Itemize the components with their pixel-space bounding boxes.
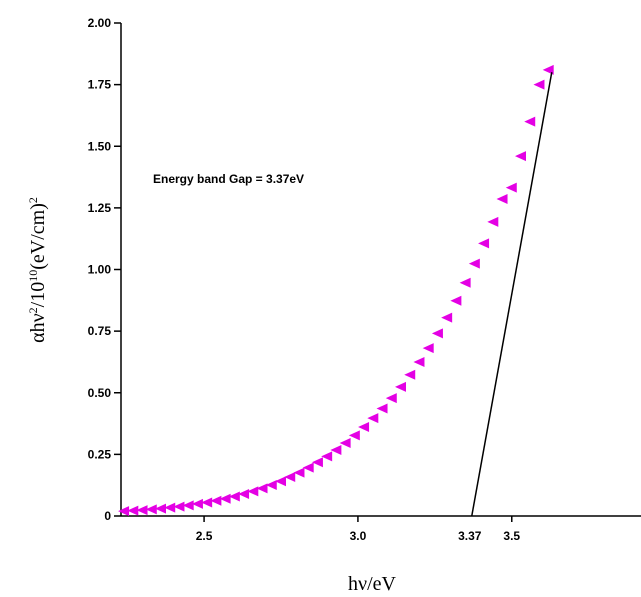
y-tick-label: 1.75 — [88, 78, 112, 92]
y-axis-title-tail: (eV/cm) — [27, 203, 49, 270]
x-tick-label: 2.5 — [196, 529, 213, 543]
data-point — [339, 438, 351, 449]
data-point — [311, 457, 323, 468]
band-gap-annotation: Energy band Gap = 3.37eV — [153, 172, 304, 186]
y-tick-label: 0 — [104, 509, 111, 523]
data-point — [385, 393, 397, 404]
data-point — [247, 486, 259, 497]
data-point — [265, 479, 277, 490]
y-axis-title-base: αhν — [27, 313, 49, 343]
y-tick-label: 0.25 — [88, 447, 112, 461]
x-tick-label: 3.5 — [503, 529, 520, 543]
data-point — [431, 328, 443, 339]
data-point — [348, 430, 360, 441]
data-point — [459, 277, 471, 288]
band-gap-tick-label: 3.37 — [458, 529, 482, 543]
data-point — [515, 151, 526, 162]
data-point — [238, 489, 250, 500]
data-point — [155, 503, 166, 514]
data-point — [468, 258, 480, 269]
data-point — [145, 504, 157, 515]
data-point — [173, 501, 185, 512]
data-point — [404, 369, 416, 380]
data-point — [358, 422, 370, 433]
y-axis-title-sup3: 2 — [26, 197, 40, 203]
data-point — [367, 413, 379, 424]
data-point — [441, 312, 453, 323]
data-point — [182, 500, 194, 511]
y-axis-title-mid: /10 — [27, 282, 49, 308]
data-point — [395, 381, 406, 392]
data-point — [210, 495, 222, 506]
data-point — [524, 116, 536, 127]
data-point — [219, 493, 231, 504]
data-point — [542, 64, 554, 75]
data-point — [201, 497, 213, 508]
data-point — [376, 403, 388, 414]
data-point — [302, 462, 314, 473]
data-point — [478, 238, 490, 249]
x-axis-title: hν/eV — [348, 573, 396, 595]
data-point — [330, 444, 342, 455]
x-ticks: 2.5 3.0 3.5 — [196, 516, 520, 543]
data-point — [413, 356, 425, 367]
data-point — [191, 498, 203, 509]
data-point — [496, 194, 508, 205]
y-tick-label: 1.25 — [88, 201, 112, 215]
data-point — [450, 295, 462, 306]
data-point — [505, 182, 517, 193]
x-tick-label: 3.0 — [350, 529, 367, 543]
data-point — [164, 502, 176, 513]
y-tick-label: 1.00 — [88, 263, 112, 277]
y-tick-label: 0.75 — [88, 324, 112, 338]
y-ticks: 0 0.25 0.50 0.75 1.00 1.25 1.50 1.75 2.00 — [88, 16, 121, 523]
data-point — [256, 483, 268, 494]
y-tick-label: 0.50 — [88, 386, 112, 400]
y-axis-title: αhν2/1010(eV/cm)2 — [26, 197, 49, 343]
axes — [120, 23, 641, 517]
y-tick-label: 1.50 — [88, 139, 112, 153]
data-point — [228, 491, 240, 502]
data-point — [284, 472, 296, 483]
data-point — [487, 216, 499, 227]
data-point — [275, 476, 286, 487]
data-point — [293, 467, 305, 478]
data-point — [127, 505, 139, 516]
y-axis-title-sup1: 2 — [26, 307, 40, 313]
fit-line — [471, 72, 553, 517]
data-point — [321, 451, 333, 462]
data-point — [422, 343, 434, 354]
data-point — [533, 79, 545, 90]
y-axis-title-sup2: 10 — [26, 270, 40, 282]
data-point — [118, 506, 130, 517]
data-points — [118, 64, 554, 517]
data-point — [136, 505, 148, 516]
y-tick-label: 2.00 — [88, 16, 112, 30]
